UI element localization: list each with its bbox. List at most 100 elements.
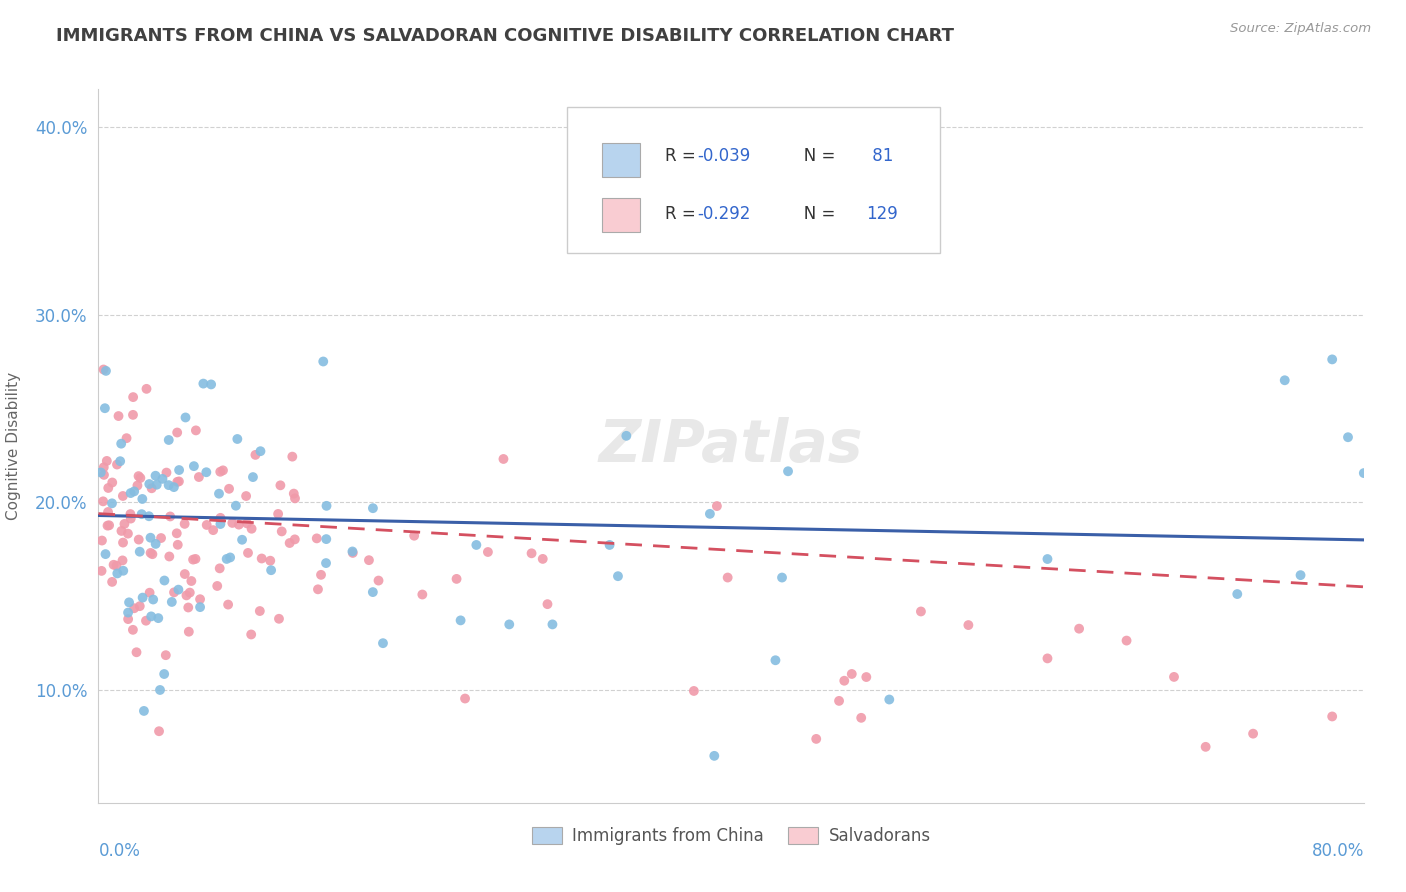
Point — [108, 454, 131, 468]
Point — [139, 531, 162, 545]
Point — [122, 484, 145, 499]
Point — [153, 574, 176, 588]
Point — [111, 489, 134, 503]
Point — [717, 570, 740, 584]
Point — [112, 535, 135, 549]
Point — [93, 467, 115, 482]
Point — [174, 410, 197, 425]
Point — [1322, 709, 1344, 723]
Point — [141, 609, 163, 624]
Point — [163, 585, 186, 599]
Point — [145, 468, 167, 483]
Point — [167, 582, 190, 597]
Point — [118, 595, 141, 609]
Text: ZIPatlas: ZIPatlas — [599, 417, 863, 475]
Point — [128, 544, 150, 558]
Point — [96, 518, 118, 533]
Point — [259, 554, 281, 568]
Point — [117, 612, 139, 626]
Point — [153, 667, 176, 681]
Point — [217, 598, 239, 612]
Point — [498, 617, 520, 632]
Point — [209, 465, 232, 479]
Point — [281, 450, 304, 464]
Point — [531, 552, 554, 566]
Point — [184, 552, 207, 566]
Point — [706, 499, 728, 513]
Point — [218, 482, 240, 496]
Point — [269, 478, 291, 492]
Point — [97, 481, 120, 495]
Point — [167, 463, 190, 477]
Point — [411, 587, 433, 601]
Point — [101, 475, 124, 490]
Point — [135, 382, 157, 396]
Point — [193, 376, 215, 391]
Point — [183, 459, 205, 474]
Point — [371, 636, 394, 650]
Point — [477, 545, 499, 559]
Point — [141, 481, 163, 495]
Point — [122, 601, 145, 615]
Point — [148, 611, 170, 625]
Text: 80.0%: 80.0% — [1312, 842, 1364, 860]
Point — [157, 433, 180, 447]
Point — [166, 475, 188, 489]
Point — [122, 390, 145, 404]
Point — [828, 694, 851, 708]
Point — [202, 523, 225, 537]
Point — [357, 553, 380, 567]
Point — [536, 597, 558, 611]
Point — [465, 538, 488, 552]
Point — [188, 600, 211, 615]
Point — [1067, 622, 1090, 636]
Point — [176, 588, 198, 602]
Point — [209, 511, 232, 525]
Point — [267, 612, 290, 626]
Text: R =: R = — [665, 146, 702, 164]
Point — [101, 574, 124, 589]
Point — [1274, 373, 1296, 387]
Point — [105, 458, 128, 472]
Point — [173, 567, 195, 582]
Point — [208, 486, 231, 500]
Point — [1194, 739, 1216, 754]
Point — [138, 509, 160, 524]
Point — [703, 748, 725, 763]
Point — [166, 425, 188, 440]
FancyBboxPatch shape — [602, 143, 640, 177]
Text: -0.292: -0.292 — [697, 205, 751, 223]
Point — [342, 546, 364, 560]
Point — [221, 516, 243, 530]
Point — [94, 401, 117, 416]
Point — [212, 463, 235, 477]
Point — [315, 556, 337, 570]
Point — [683, 684, 706, 698]
Point — [101, 496, 124, 510]
Text: -0.039: -0.039 — [697, 146, 751, 164]
Point — [157, 549, 180, 564]
Point — [128, 599, 150, 614]
Point — [806, 731, 828, 746]
Point — [1115, 633, 1137, 648]
Point — [235, 489, 257, 503]
Point — [103, 558, 125, 572]
Point — [367, 574, 389, 588]
Point — [145, 477, 167, 491]
Point — [177, 624, 200, 639]
Text: IMMIGRANTS FROM CHINA VS SALVADORAN COGNITIVE DISABILITY CORRELATION CHART: IMMIGRANTS FROM CHINA VS SALVADORAN COGN… — [56, 27, 955, 45]
Point — [115, 431, 138, 445]
Point — [97, 505, 120, 519]
Point — [226, 432, 249, 446]
Point — [284, 533, 307, 547]
Point — [1337, 430, 1360, 444]
Point — [120, 486, 142, 500]
Point — [249, 444, 271, 458]
Point — [90, 564, 112, 578]
Point — [225, 499, 247, 513]
Point — [832, 673, 855, 688]
Point — [855, 670, 877, 684]
Point — [160, 595, 183, 609]
Point — [188, 592, 211, 607]
Point — [122, 623, 145, 637]
